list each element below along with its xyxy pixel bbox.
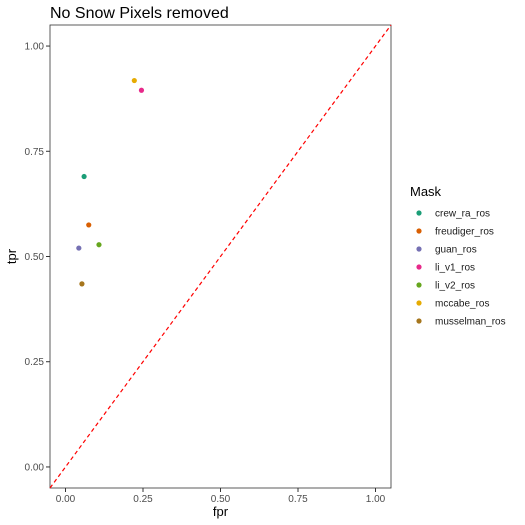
y-tick-label: 0.75	[25, 147, 45, 158]
reference-diagonal-line	[49, 24, 392, 489]
legend-key-li_v2_ros	[416, 282, 422, 288]
y-tick-label: 1.00	[25, 42, 45, 53]
legend-label: guan_ros	[435, 245, 477, 256]
legend-label: crew_ra_ros	[435, 209, 490, 220]
legend-key-crew_ra_ros	[416, 210, 422, 216]
chart-title: No Snow Pixels removed	[50, 5, 229, 22]
legend-title: Mask	[410, 184, 442, 199]
x-tick-label: 0.25	[133, 494, 153, 505]
y-tick-label: 0.00	[25, 462, 45, 473]
legend-key-mccabe_ros	[416, 300, 422, 306]
legend-key-freudiger_ros	[416, 228, 422, 234]
x-tick-label: 1.00	[366, 494, 386, 505]
data-point-li_v2_ros	[96, 242, 102, 248]
legend-label: li_v2_ros	[435, 281, 475, 292]
data-point-mccabe_ros	[131, 77, 137, 84]
legend-key-li_v1_ros	[416, 264, 422, 270]
legend-key-guan_ros	[416, 246, 422, 252]
y-tick-label: 0.25	[25, 357, 45, 368]
x-axis-title: fpr	[213, 504, 229, 519]
x-tick-label: 0.00	[56, 494, 76, 505]
data-point-crew_ra_ros	[81, 173, 87, 180]
legend-label: mccabe_ros	[435, 299, 489, 310]
x-tick-label: 0.50	[211, 494, 231, 505]
x-tick-label: 0.75	[288, 494, 308, 505]
y-axis-title: tpr	[4, 248, 19, 264]
data-point-musselman_ros	[79, 281, 85, 287]
y-tick-label: 0.50	[25, 252, 45, 263]
data-point-freudiger_ros	[86, 222, 92, 228]
data-point-guan_ros	[76, 245, 82, 251]
legend-label: li_v1_ros	[435, 263, 475, 274]
legend-label: musselman_ros	[435, 317, 506, 328]
data-point-li_v1_ros	[138, 87, 145, 93]
legend: crew_ra_ros freudiger_ros guan_ros li_v1_ro…	[416, 209, 506, 328]
legend-key-musselman_ros	[416, 318, 422, 324]
legend-label: freudiger_ros	[435, 227, 494, 238]
